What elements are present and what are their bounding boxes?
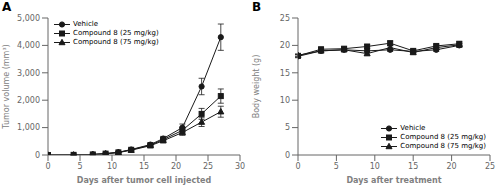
html-text:Vehicle: Vehicle — [400, 124, 426, 132]
html-text:Compound 8 (75 mg/kg): Compound 8 (75 mg/kg) — [400, 142, 486, 150]
svg-text:25: 25 — [485, 162, 492, 171]
svg-text:30: 30 — [235, 162, 245, 171]
svg-text:3,000: 3,000 — [17, 69, 40, 78]
svg-text:15: 15 — [408, 162, 418, 171]
html-text:Compound 8 (75 mg/kg): Compound 8 (75 mg/kg) — [73, 38, 159, 46]
svg-text:Body weight (g): Body weight (g) — [252, 55, 261, 119]
html-text:Compound 8 (25 mg/kg): Compound 8 (25 mg/kg) — [400, 133, 486, 141]
svg-text:5,000: 5,000 — [17, 14, 40, 23]
html-text:Vehicle: Vehicle — [73, 20, 98, 28]
html-text:A: A — [2, 0, 12, 14]
svg-text:10: 10 — [107, 162, 117, 171]
svg-text:0: 0 — [35, 151, 40, 160]
svg-text:15: 15 — [139, 162, 149, 171]
svg-text:Tumor volume (mm³): Tumor volume (mm³) — [8, 44, 11, 129]
svg-text:0: 0 — [285, 151, 290, 160]
html-text:Compound 8 (25 mg/kg): Compound 8 (25 mg/kg) — [73, 29, 159, 37]
svg-text:15: 15 — [280, 69, 290, 78]
svg-text:4,000: 4,000 — [17, 41, 40, 50]
svg-text:10: 10 — [280, 96, 290, 105]
svg-text:20: 20 — [280, 41, 290, 50]
svg-text:10: 10 — [370, 162, 380, 171]
svg-text:Days after tumor cell injected: Days after tumor cell injected — [77, 176, 212, 185]
svg-text:0: 0 — [45, 162, 50, 171]
svg-text:Days after treatment: Days after treatment — [346, 176, 441, 185]
svg-text:25: 25 — [203, 162, 213, 171]
svg-text:5: 5 — [77, 162, 82, 171]
svg-text:5: 5 — [285, 123, 290, 132]
svg-text:2,000: 2,000 — [17, 96, 40, 105]
svg-text:0: 0 — [295, 162, 300, 171]
svg-text:20: 20 — [171, 162, 181, 171]
html-text:B: B — [252, 0, 262, 14]
svg-text:20: 20 — [447, 162, 457, 171]
svg-text:25: 25 — [280, 14, 290, 23]
svg-text:1,000: 1,000 — [17, 123, 40, 132]
svg-text:5: 5 — [334, 162, 339, 171]
